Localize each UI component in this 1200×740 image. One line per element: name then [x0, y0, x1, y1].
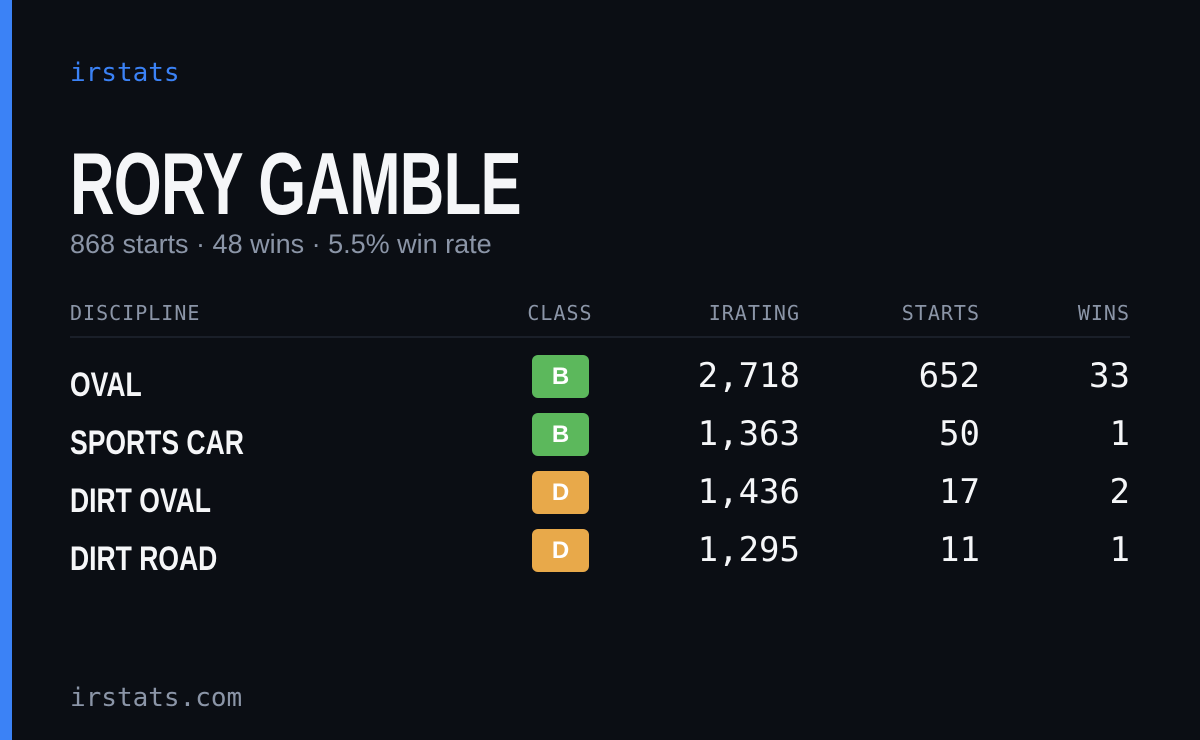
wins: 1 [1109, 530, 1130, 570]
column-header: DISCIPLINE [70, 301, 201, 325]
driver-name: RORY GAMBLE [70, 134, 522, 233]
wins: 1 [1109, 414, 1130, 454]
wins: 33 [1089, 356, 1130, 396]
header-rule [70, 336, 1130, 338]
column-header: STARTS [901, 301, 980, 325]
wins: 2 [1109, 472, 1130, 512]
discipline: DIRT ROAD [70, 540, 218, 578]
irating: 1,363 [697, 414, 800, 454]
class-badge: D [532, 529, 589, 572]
footer-url: irstats.com [70, 683, 243, 713]
starts: 652 [918, 356, 980, 396]
starts: 17 [939, 472, 980, 512]
accent-bar [0, 0, 12, 740]
irating: 1,295 [697, 530, 800, 570]
discipline: DIRT OVAL [70, 482, 211, 520]
class-badge: B [532, 355, 589, 398]
column-header: IRATING [708, 301, 800, 325]
discipline: SPORTS CAR [70, 424, 244, 462]
discipline: OVAL [70, 366, 142, 404]
column-header: CLASS [527, 301, 593, 325]
irating: 1,436 [697, 472, 800, 512]
class-badge: B [532, 413, 589, 456]
driver-summary: 868 starts · 48 wins · 5.5% win rate [70, 229, 492, 259]
column-header: WINS [1077, 301, 1130, 325]
irating: 2,718 [697, 356, 800, 396]
brand: irstats [70, 58, 180, 88]
starts: 11 [939, 530, 980, 570]
class-badge: D [532, 471, 589, 514]
starts: 50 [939, 414, 980, 454]
